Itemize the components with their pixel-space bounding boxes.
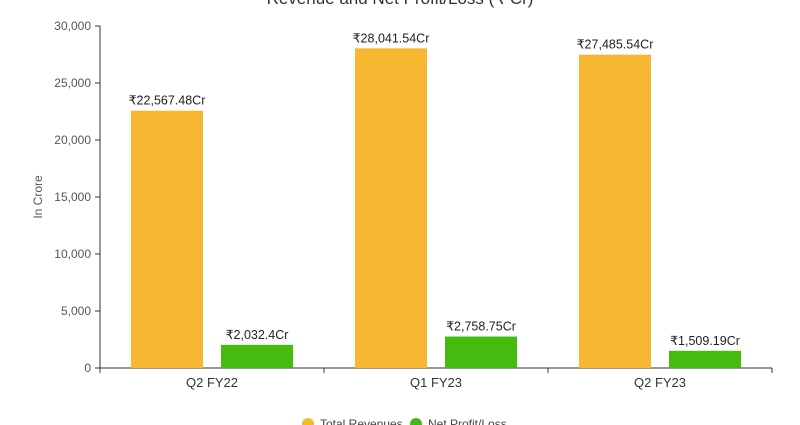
data-label: ₹27,485.54Cr [577,38,654,52]
data-label: ₹22,567.48Cr [129,94,206,108]
y-tick-label: 10,000 [54,247,91,261]
data-label: ₹28,041.54Cr [353,31,430,45]
data-label: ₹1,509.19Cr [670,334,740,348]
data-label: ₹2,032.4Cr [226,328,289,342]
legend-label: Net Profit/Loss [428,417,507,425]
bar-net-profit-loss [669,350,741,368]
x-tick-label: Q1 FY23 [410,375,462,390]
legend-swatch [302,418,314,425]
bar-total-revenues [579,54,651,368]
x-axis: Q2 FY22 Q1 FY23 Q2 FY23 [99,367,773,390]
y-axis-label: In Crore [31,175,45,219]
x-tick-label: Q2 FY23 [634,375,686,390]
bar-net-profit-loss [221,344,293,368]
data-label: ₹2,758.75Cr [446,320,516,334]
bar-net-profit-loss [445,336,517,368]
y-tick-label: 0 [84,361,91,375]
bar-total-revenues [131,110,203,369]
legend: Total Revenues Net Profit/Loss [302,417,507,425]
legend-label: Total Revenues [320,417,403,425]
bars [131,48,741,369]
y-tick-label: 5,000 [61,304,91,318]
legend-swatch [410,418,422,425]
bar-total-revenues [355,48,427,368]
y-tick-label: 20,000 [54,133,91,147]
y-tick-label: 15,000 [54,190,91,204]
x-tick-label: Q2 FY22 [186,375,238,390]
y-tick-label: 30,000 [54,19,91,33]
chart-title: Revenue and Net Profit/Loss (₹ Cr) [267,0,534,8]
data-labels: ₹22,567.48Cr ₹2,032.4Cr ₹28,041.54Cr ₹2,758… [129,31,740,347]
y-tick-label: 25,000 [54,76,91,90]
y-axis: 0 5,000 10,000 15,000 20,000 25,000 30,000 [54,19,101,375]
